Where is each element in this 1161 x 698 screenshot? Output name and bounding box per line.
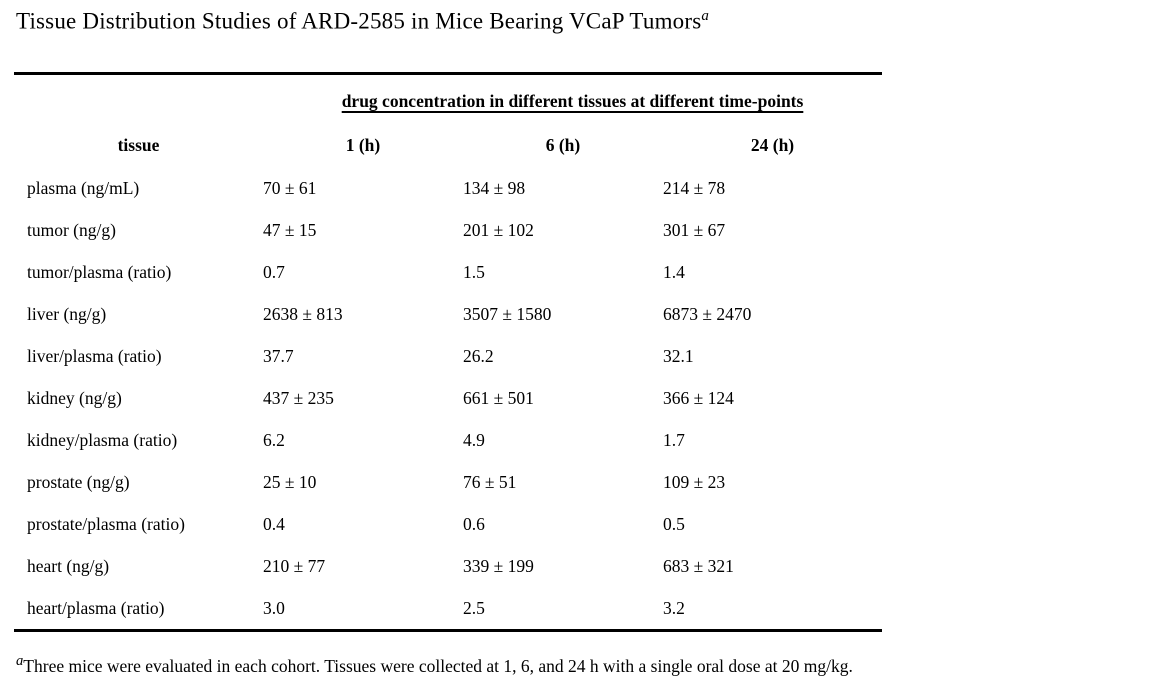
column-header-1h: 1 (h) xyxy=(345,134,381,155)
tissue-cell: plasma (ng/mL) xyxy=(27,177,140,198)
value-cell-1h: 210 ± 77 xyxy=(263,555,326,576)
column-header-row: tissue 1 (h) 6 (h) 24 (h) xyxy=(14,123,882,167)
spanner-header-text: drug concentration in different tissues … xyxy=(341,90,804,111)
value-cell-1h: 25 ± 10 xyxy=(263,471,317,492)
value-cell-6h: 3507 ± 1580 xyxy=(463,303,552,324)
value-cell-24h: 32.1 xyxy=(663,345,694,366)
table-row: tumor/plasma (ratio) 0.7 1.5 1.4 xyxy=(14,251,882,293)
value-cell-1h: 2638 ± 813 xyxy=(263,303,343,324)
value-cell-24h: 1.4 xyxy=(663,261,685,282)
spanner-empty-cell xyxy=(14,74,263,124)
tissue-cell: kidney (ng/g) xyxy=(27,387,122,408)
tissue-cell: liver/plasma (ratio) xyxy=(27,345,162,366)
tissue-distribution-table: drug concentration in different tissues … xyxy=(14,72,883,633)
footnote-marker: a xyxy=(16,653,24,670)
value-cell-1h: 437 ± 235 xyxy=(263,387,334,408)
table-body: plasma (ng/mL) 70 ± 61 134 ± 98 214 ± 78 tum… xyxy=(14,167,882,631)
table-row: prostate (ng/g) 25 ± 10 76 ± 51 109 ± 23 xyxy=(14,461,882,503)
value-cell-6h: 661 ± 501 xyxy=(463,387,534,408)
value-cell-24h: 3.2 xyxy=(663,597,685,618)
value-cell-6h: 1.5 xyxy=(463,261,485,282)
tissue-cell: prostate/plasma (ratio) xyxy=(27,513,185,534)
table-title-footnote-marker: a xyxy=(701,8,710,24)
table-row: kidney (ng/g) 437 ± 235 661 ± 501 366 ± 124 xyxy=(14,377,882,419)
value-cell-1h: 3.0 xyxy=(263,597,285,618)
table-row: heart/plasma (ratio) 3.0 2.5 3.2 xyxy=(14,587,882,631)
value-cell-1h: 0.7 xyxy=(263,261,285,282)
value-cell-24h: 214 ± 78 xyxy=(663,177,726,198)
value-cell-1h: 47 ± 15 xyxy=(263,219,317,240)
value-cell-24h: 6873 ± 2470 xyxy=(663,303,752,324)
tissue-cell: liver (ng/g) xyxy=(27,303,107,324)
column-header-6h: 6 (h) xyxy=(545,134,581,155)
column-header-24h: 24 (h) xyxy=(750,134,795,155)
table-row: heart (ng/g) 210 ± 77 339 ± 199 683 ± 321 xyxy=(14,545,882,587)
value-cell-1h: 70 ± 61 xyxy=(263,177,317,198)
tissue-cell: kidney/plasma (ratio) xyxy=(27,429,178,450)
spanner-header-row: drug concentration in different tissues … xyxy=(14,74,882,124)
value-cell-24h: 109 ± 23 xyxy=(663,471,726,492)
value-cell-6h: 2.5 xyxy=(463,597,485,618)
value-cell-24h: 366 ± 124 xyxy=(663,387,734,408)
tissue-cell: heart/plasma (ratio) xyxy=(27,597,165,618)
value-cell-6h: 0.6 xyxy=(463,513,485,534)
value-cell-24h: 0.5 xyxy=(663,513,685,534)
value-cell-6h: 339 ± 199 xyxy=(463,555,534,576)
table-row: prostate/plasma (ratio) 0.4 0.6 0.5 xyxy=(14,503,882,545)
table-row: kidney/plasma (ratio) 6.2 4.9 1.7 xyxy=(14,419,882,461)
tissue-cell: tumor/plasma (ratio) xyxy=(27,261,172,282)
value-cell-24h: 683 ± 321 xyxy=(663,555,734,576)
table-title-text: Tissue Distribution Studies of ARD-2585 … xyxy=(16,8,702,34)
table-row: liver (ng/g) 2638 ± 813 3507 ± 1580 6873 ± … xyxy=(14,293,882,335)
value-cell-1h: 6.2 xyxy=(263,429,285,450)
value-cell-24h: 1.7 xyxy=(663,429,685,450)
value-cell-6h: 201 ± 102 xyxy=(463,219,534,240)
tissue-cell: heart (ng/g) xyxy=(27,555,110,576)
value-cell-6h: 26.2 xyxy=(463,345,494,366)
column-header-tissue: tissue xyxy=(117,134,160,155)
spanner-header-cell: drug concentration in different tissues … xyxy=(263,74,882,124)
data-table: drug concentration in different tissues … xyxy=(14,72,883,633)
value-cell-6h: 76 ± 51 xyxy=(463,471,517,492)
footnote-text: Three mice were evaluated in each cohort… xyxy=(23,655,853,676)
value-cell-1h: 0.4 xyxy=(263,513,285,534)
value-cell-24h: 301 ± 67 xyxy=(663,219,726,240)
table-row: tumor (ng/g) 47 ± 15 201 ± 102 301 ± 67 xyxy=(14,209,882,251)
value-cell-6h: 134 ± 98 xyxy=(463,177,526,198)
table-title: Tissue Distribution Studies of ARD-2585 … xyxy=(16,8,1161,35)
table-row: liver/plasma (ratio) 37.7 26.2 32.1 xyxy=(14,335,882,377)
table-row: plasma (ng/mL) 70 ± 61 134 ± 98 214 ± 78 xyxy=(14,167,882,209)
value-cell-6h: 4.9 xyxy=(463,429,485,450)
value-cell-1h: 37.7 xyxy=(263,345,294,366)
tissue-cell: tumor (ng/g) xyxy=(27,219,116,240)
tissue-cell: prostate (ng/g) xyxy=(27,471,130,492)
footnote: aThree mice were evaluated in each cohor… xyxy=(16,653,1161,677)
